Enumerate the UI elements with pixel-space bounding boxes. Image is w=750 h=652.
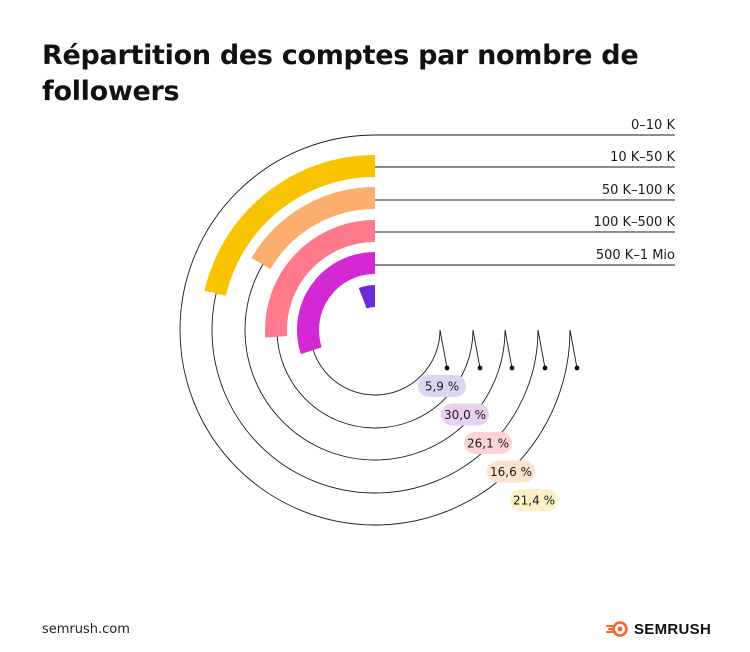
value-badge: [464, 432, 512, 454]
guide-dot: [444, 365, 450, 371]
footer-url: semrush.com: [42, 622, 130, 637]
value-badge: [487, 460, 535, 483]
value-badge: [418, 375, 466, 397]
guide-dot: [477, 365, 483, 371]
value-label: 21,4 %: [513, 494, 555, 508]
value-badge: [441, 403, 489, 426]
category-label: 100 K–500 K: [594, 215, 676, 230]
category-label: 50 K–100 K: [602, 183, 676, 198]
value-label: 5,9 %: [425, 380, 459, 394]
semrush-logo-text: SEMRUSH: [634, 620, 712, 638]
bar-arc: [358, 285, 376, 309]
guide-dot: [509, 365, 515, 371]
guide-ring: [179, 134, 578, 526]
category-label: 500 K–1 Mio: [596, 248, 675, 263]
bar-arc: [297, 252, 376, 355]
category-label: 0–10 K: [631, 118, 675, 133]
guide-dot: [574, 365, 580, 371]
bar-arc: [251, 187, 376, 270]
value-label: 16,6 %: [490, 465, 532, 479]
guide-dot: [542, 365, 548, 371]
semrush-flame-icon: [606, 621, 628, 637]
bar-arc: [265, 220, 376, 338]
bar-arc: [204, 155, 376, 296]
value-label: 26,1 %: [467, 437, 509, 451]
chart-title: Répartition des comptes par nombre de fo…: [42, 40, 639, 107]
value-badge: [510, 489, 558, 511]
value-label: 30,0 %: [444, 408, 486, 422]
category-label: 10 K–50 K: [610, 150, 675, 165]
semrush-logo: SEMRUSH: [606, 620, 711, 638]
